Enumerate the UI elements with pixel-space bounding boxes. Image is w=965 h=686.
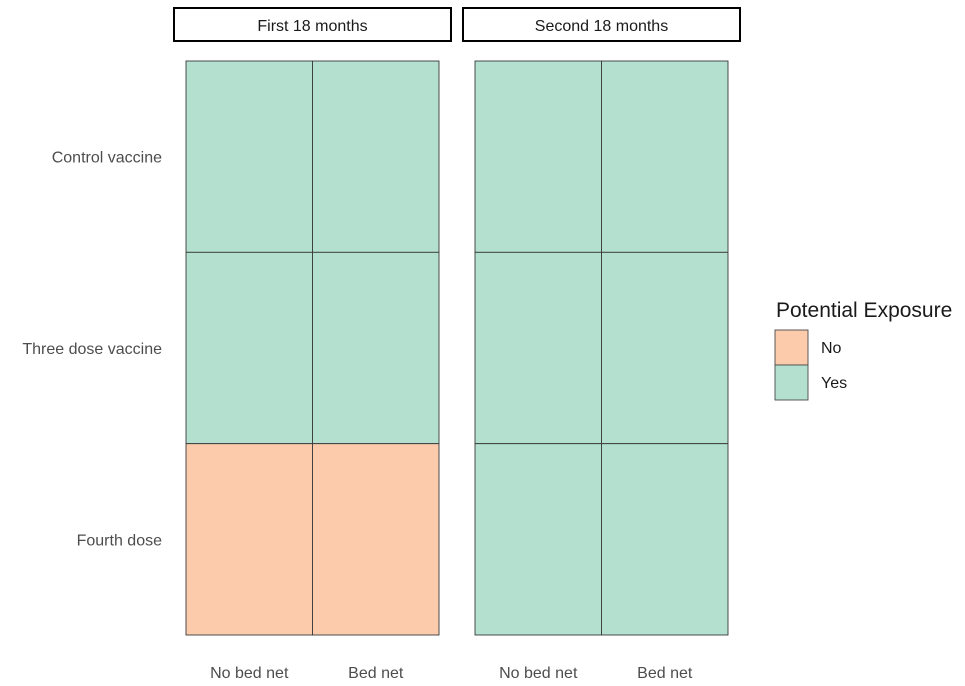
x-tick-label: No bed net [499,665,578,682]
y-tick-label: Fourth dose [77,532,162,549]
legend-label: No [821,340,842,357]
heatmap-tile [185,443,313,636]
heatmap-tile [601,60,729,253]
x-tick-label: Bed net [348,665,404,682]
legend-key [774,329,809,366]
heatmap-tile [312,60,440,253]
y-tick-label: Control vaccine [52,150,162,167]
heatmap-tile [312,251,440,445]
legend-title: Potential Exposure [776,299,952,322]
heatmap-tile [185,251,313,445]
heatmap-tile [312,443,440,636]
facet-strip [173,7,452,42]
heatmap-tile [474,60,602,253]
y-tick-label: Three dose vaccine [22,341,162,358]
heatmap-tile [601,251,729,445]
x-tick-label: No bed net [210,665,289,682]
legend-label: Yes [821,375,847,392]
x-tick-label: Bed net [637,665,693,682]
heatmap-tile [474,251,602,445]
heatmap-tile [185,60,313,253]
facet-label: Second 18 months [535,18,668,35]
facet-label: First 18 months [257,18,367,35]
facet-strip [462,7,741,42]
heatmap-tile [601,443,729,636]
legend-key [774,364,809,401]
heatmap-tile [474,443,602,636]
